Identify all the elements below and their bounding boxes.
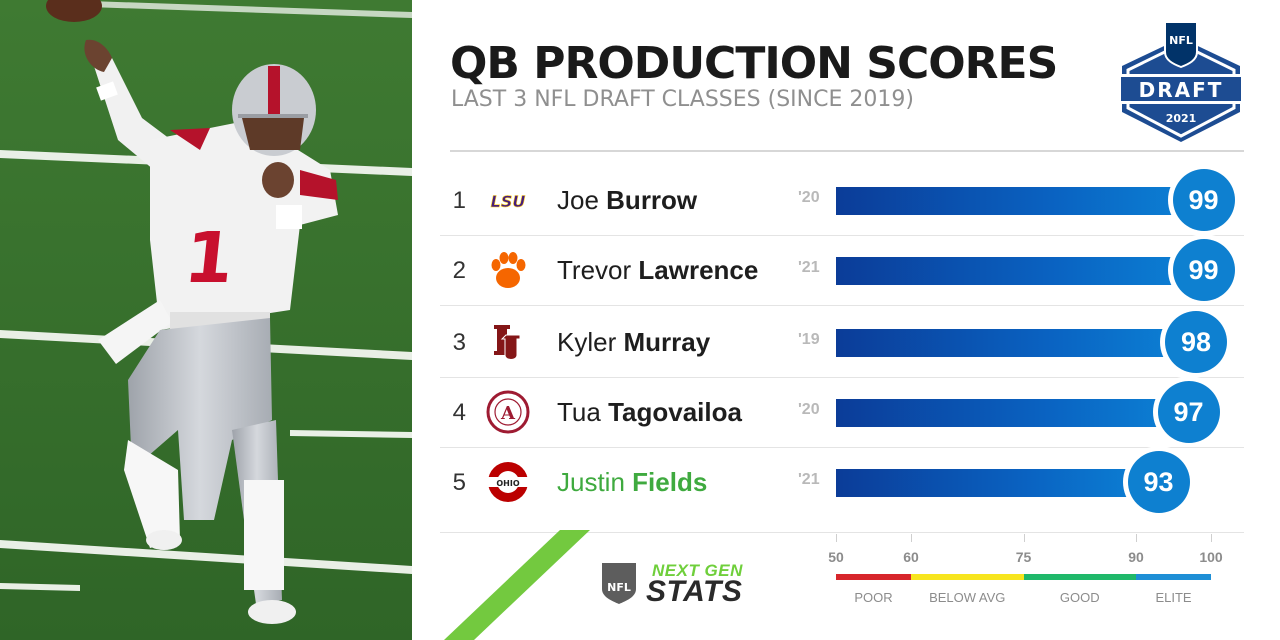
tick-label: 60: [903, 549, 919, 565]
row-divider: [440, 447, 1244, 448]
next-gen-label: NEXT GEN: [652, 561, 743, 580]
row-divider: [440, 305, 1244, 306]
score-bar: [836, 469, 1159, 497]
ohio-state-logo: OHIO: [484, 457, 532, 507]
player-name: Joe Burrow: [557, 185, 697, 216]
player-name: Tua Tagovailoa: [557, 397, 742, 428]
tick-mark: [1136, 534, 1137, 542]
rank-number: 5: [452, 469, 466, 496]
score-bar: [836, 187, 1204, 215]
tier-label: POOR: [854, 590, 893, 605]
chart-title: QB PRODUCTION SCORES: [450, 38, 1058, 89]
player-last-name: Tagovailoa: [608, 397, 742, 427]
player-photo: 1: [0, 0, 412, 640]
nfl-shield-icon: NFL: [602, 563, 636, 604]
draft-year: '19: [798, 331, 820, 348]
draft-year: '21: [798, 471, 820, 488]
chart-subtitle: LAST 3 NFL DRAFT CLASSES (SINCE 2019): [451, 87, 914, 112]
svg-text:DRAFT: DRAFT: [1139, 78, 1224, 102]
score-value: 99: [1172, 169, 1235, 231]
ranking-row: 4 A Tua Tagovailoa '20 97: [440, 381, 1260, 443]
draft-year: '21: [798, 259, 820, 276]
svg-text:2021: 2021: [1166, 112, 1197, 125]
score-value: 97: [1157, 381, 1220, 443]
row-divider: [440, 235, 1244, 236]
svg-text:NFL: NFL: [607, 581, 631, 594]
player-name: Trevor Lawrence: [557, 255, 758, 286]
ranking-row: 2 Trevor Lawrence '21 99: [440, 239, 1260, 301]
tier-segment: [836, 574, 911, 580]
tick-mark: [911, 534, 912, 542]
rank-number: 4: [452, 399, 466, 426]
lsu-logo: LSU: [484, 175, 532, 225]
row-divider: [440, 532, 1244, 533]
nfl-draft-2021-logo: NFL DRAFT 2021: [1118, 21, 1244, 142]
tick-label: 75: [1015, 549, 1032, 565]
tier-label: ELITE: [1155, 590, 1192, 605]
player-first-name: Joe: [557, 185, 599, 215]
tick-label: 100: [1199, 549, 1223, 565]
player-first-name: Justin: [557, 467, 625, 497]
green-accent-stripe: [444, 530, 590, 640]
player-first-name: Kyler: [557, 327, 617, 357]
draft-year: '20: [798, 401, 820, 418]
svg-text:1: 1: [181, 217, 238, 299]
tier-segment: [1136, 574, 1211, 580]
ranking-row: 5 OHIO Justin Fields '21 93: [440, 451, 1260, 513]
svg-text:NFL: NFL: [1169, 34, 1193, 47]
oklahoma-ou-logo: [484, 317, 532, 367]
header-divider: [450, 150, 1244, 152]
player-name: Kyler Murray: [557, 327, 710, 358]
player-first-name: Tua: [557, 397, 601, 427]
svg-text:OHIO: OHIO: [496, 479, 519, 488]
row-divider: [440, 377, 1244, 378]
score-value: 93: [1127, 451, 1190, 513]
rank-number: 2: [452, 257, 466, 284]
score-value: 98: [1165, 311, 1227, 373]
alabama-seal-logo: A: [484, 387, 532, 437]
player-last-name: Fields: [632, 467, 708, 497]
score-bar: [836, 399, 1189, 427]
score-bar: [836, 329, 1196, 357]
player-last-name: Burrow: [606, 185, 698, 215]
tier-label: BELOW AVG: [929, 590, 1006, 605]
player-name: Justin Fields: [557, 467, 707, 498]
clemson-paw-logo: [484, 245, 532, 295]
rank-number: 1: [452, 187, 466, 214]
tier-label: GOOD: [1059, 590, 1100, 605]
svg-text:A: A: [500, 403, 516, 424]
ranking-row: 1 LSU Joe Burrow '20 99: [440, 169, 1260, 231]
score-bar: [836, 257, 1204, 285]
score-value: 99: [1172, 239, 1235, 301]
player-last-name: Murray: [623, 327, 711, 357]
tick-label: 50: [828, 549, 844, 565]
stats-label: STATS: [646, 575, 743, 608]
player-last-name: Lawrence: [638, 255, 759, 285]
tick-mark: [1211, 534, 1212, 542]
tier-segment: [911, 574, 1024, 580]
draft-year: '20: [798, 189, 820, 206]
tick-mark: [836, 534, 837, 542]
ranking-row: 3 Kyler Murray '19 98: [440, 311, 1260, 373]
tick-label: 90: [1128, 549, 1144, 565]
tick-mark: [1023, 534, 1025, 542]
tier-segment: [1023, 574, 1136, 580]
player-first-name: Trevor: [557, 255, 632, 285]
svg-text:LSU: LSU: [491, 192, 526, 211]
rank-number: 3: [452, 329, 466, 356]
